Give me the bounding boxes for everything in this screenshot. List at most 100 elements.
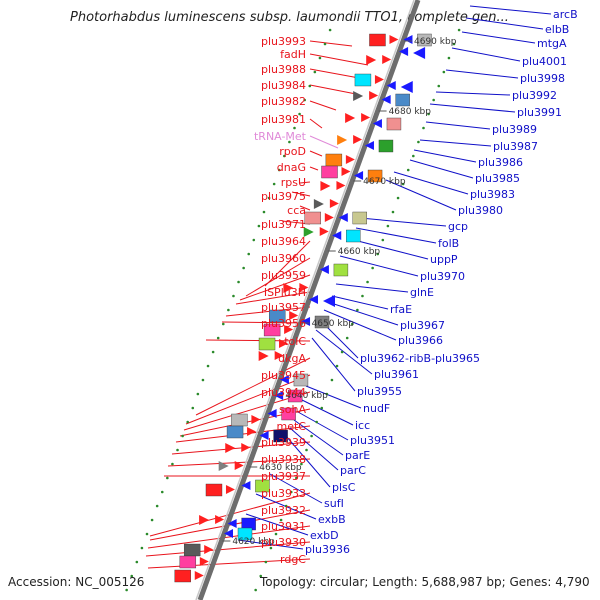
gene-arrow xyxy=(332,231,342,240)
gene-label: plu3981 xyxy=(261,113,306,126)
leader-line xyxy=(315,329,373,375)
track-dot xyxy=(320,406,324,410)
gene-block xyxy=(378,139,394,153)
leader-line xyxy=(293,419,344,456)
gene-label: parC xyxy=(340,464,366,477)
gene-block xyxy=(346,229,361,243)
track-dot xyxy=(160,490,164,494)
gene-label: dkgA xyxy=(278,352,306,365)
gene-arrow xyxy=(341,167,351,176)
gene-block xyxy=(263,323,281,337)
leader-line xyxy=(299,181,311,184)
gene-block xyxy=(179,555,197,569)
gene-arrow xyxy=(283,283,294,293)
track-dot xyxy=(186,420,189,424)
leader-line xyxy=(195,357,311,416)
gene-label: plu3930 xyxy=(261,536,306,549)
gene-label: dnaG xyxy=(277,161,306,174)
gene-arrow xyxy=(227,519,237,528)
track-dot xyxy=(376,252,380,256)
gene-block xyxy=(174,569,191,583)
leader-lines xyxy=(145,5,552,569)
gene-arrow xyxy=(364,141,374,150)
tick-label: 4690 kbp xyxy=(414,37,457,47)
gene-arrow xyxy=(413,47,426,59)
gene-label: rdgC xyxy=(280,553,306,566)
track-dot xyxy=(406,168,410,172)
gene-label: plu3938 xyxy=(261,453,306,466)
track-dot xyxy=(283,154,286,158)
gene-label: mtgA xyxy=(537,37,567,50)
gene-block xyxy=(352,211,368,225)
track-dot xyxy=(259,574,263,578)
gene-arrow xyxy=(345,113,356,123)
leader-line xyxy=(339,255,419,277)
leader-line xyxy=(221,321,311,324)
gene-label: plu3992 xyxy=(512,89,557,102)
track-dot xyxy=(371,266,374,270)
gene-label: plu4001 xyxy=(522,55,567,68)
leader-line xyxy=(385,179,457,211)
gene-label: tolC xyxy=(284,335,306,348)
gene-arrow xyxy=(223,529,233,538)
track-dot xyxy=(295,476,298,480)
track-dot xyxy=(267,196,271,200)
leader-line xyxy=(235,291,311,305)
gene-block xyxy=(226,425,244,439)
track-dot xyxy=(457,28,461,32)
track-dot xyxy=(277,168,281,172)
gene-block xyxy=(333,263,349,277)
leader-line xyxy=(309,150,323,157)
gene-arrow xyxy=(374,75,384,84)
leader-line xyxy=(309,84,357,95)
leader-line xyxy=(323,309,397,341)
leader-line xyxy=(264,240,311,287)
gene-block xyxy=(273,429,288,443)
leader-line xyxy=(435,91,511,96)
track-dot xyxy=(412,154,415,158)
track-dot xyxy=(155,504,159,508)
gene-arrow xyxy=(353,135,363,144)
backbone-highlight xyxy=(195,0,415,600)
gene-arrow xyxy=(251,415,261,424)
gene-arrow xyxy=(241,443,251,452)
leader-line xyxy=(309,135,339,149)
track-dot xyxy=(386,224,390,228)
leader-line xyxy=(149,509,311,541)
gene-label: rpsU xyxy=(281,176,306,189)
track-dot xyxy=(313,70,317,74)
track-dot xyxy=(181,434,184,438)
leader-line xyxy=(147,525,311,549)
gene-block xyxy=(386,117,402,131)
track-dot xyxy=(422,126,425,130)
gene-arrow xyxy=(215,515,225,524)
gene-label: plu3951 xyxy=(350,434,395,447)
leader-line xyxy=(301,399,354,426)
gene-label: plu3982 xyxy=(261,95,306,108)
track-dot xyxy=(335,364,339,368)
gene-arrow xyxy=(372,119,382,128)
gene-label: parE xyxy=(345,449,370,462)
gene-label: plu3989 xyxy=(492,123,537,136)
backbone-line xyxy=(197,0,421,600)
gene-arrow xyxy=(403,35,413,44)
gene-label: plu3983 xyxy=(470,188,515,201)
tick-label: 4650 kbp xyxy=(312,319,355,329)
gene-label: rpoD xyxy=(279,145,306,158)
leader-line xyxy=(309,118,323,129)
track-dot xyxy=(437,84,441,88)
gene-label: nudF xyxy=(363,402,390,415)
gene-label: elbB xyxy=(545,23,569,36)
leader-line xyxy=(429,103,516,113)
leader-line xyxy=(353,239,429,260)
leader-line xyxy=(299,205,311,211)
gene-label: folB xyxy=(438,237,459,250)
leader-line xyxy=(245,257,311,297)
leader-line xyxy=(469,5,552,15)
gene-label: plu3986 xyxy=(478,156,523,169)
gene-label: plu3988 xyxy=(261,63,306,76)
gene-label: sufI xyxy=(324,497,344,510)
track-dot xyxy=(206,364,210,368)
